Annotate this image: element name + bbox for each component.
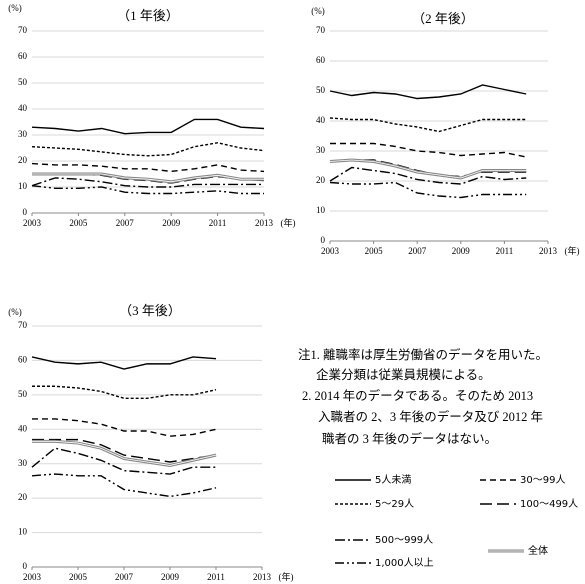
x-tick-label: 2013 — [539, 246, 558, 256]
x-tick-label: 2003 — [23, 218, 42, 228]
series-line-inner — [32, 173, 264, 183]
y-tick-label: 60 — [18, 354, 28, 364]
series-line — [31, 118, 265, 135]
x-tick-label: 2005 — [69, 218, 88, 228]
x-axis-unit: (年) — [281, 217, 296, 228]
y-tick-label: 40 — [18, 103, 28, 113]
x-tick-label: 2003 — [321, 246, 340, 256]
x-tick-label: 2007 — [115, 572, 134, 582]
series-line — [32, 439, 217, 467]
series-line — [31, 185, 264, 195]
y-tick-label: 60 — [18, 51, 28, 61]
x-axis-unit: (年) — [279, 571, 294, 582]
y-tick-label: 10 — [316, 205, 326, 215]
series-line-inner — [329, 159, 527, 179]
y-tick-label: 30 — [18, 458, 28, 468]
y-tick-label: 50 — [18, 389, 28, 399]
series-line — [329, 166, 527, 185]
y-axis-unit: (%) — [8, 3, 22, 13]
x-tick-label: 2011 — [209, 218, 227, 228]
y-tick-label: 20 — [316, 175, 326, 185]
y-tick-label: 20 — [18, 155, 28, 165]
series-line — [31, 447, 216, 475]
note: 入職者の 2、3 年後のデータ及び 2012 年 — [318, 409, 543, 424]
series-line — [329, 84, 527, 100]
x-tick-label: 2009 — [161, 572, 180, 582]
x-tick-label: 2005 — [365, 246, 384, 256]
y-tick-label: 10 — [18, 527, 28, 537]
note: 企業分類は従業員規模による。 — [316, 367, 491, 382]
x-tick-label: 2009 — [452, 246, 471, 256]
y-axis-unit: (%) — [311, 6, 325, 16]
note: 注1. 離職率は厚生労働省のデータを用いた。 — [298, 347, 548, 362]
x-tick-label: 2011 — [207, 572, 225, 582]
legend-label: 5～29人 — [375, 498, 414, 510]
x-tick-label: 2007 — [116, 218, 135, 228]
chart-title: （3 年後） — [119, 303, 181, 318]
chart-title: （2 年後） — [412, 11, 474, 26]
y-tick-label: 0 — [23, 207, 28, 217]
note: 職者の 3 年後のデータはない。 — [322, 431, 497, 446]
series-line — [31, 356, 217, 370]
x-tick-label: 2009 — [162, 218, 181, 228]
series-line — [31, 177, 264, 188]
y-tick-label: 70 — [18, 25, 28, 35]
y-tick-label: 50 — [18, 77, 28, 87]
chart-title: （1 年後） — [117, 8, 179, 23]
series-line — [330, 142, 527, 158]
y-tick-label: 10 — [18, 181, 28, 191]
y-tick-label: 70 — [18, 320, 28, 330]
legend-label: 5人未満 — [375, 474, 411, 486]
x-tick-label: 2007 — [408, 246, 427, 256]
series-line-inner — [32, 440, 217, 466]
series-line — [32, 438, 217, 463]
note: 2. 2014 年のデータである。そのため 2013 — [302, 388, 533, 403]
series-line — [329, 117, 527, 133]
y-tick-label: 40 — [18, 423, 28, 433]
x-tick-label: 2013 — [253, 572, 272, 582]
y-tick-label: 30 — [18, 129, 28, 139]
y-axis-unit: (%) — [8, 307, 22, 317]
x-tick-label: 2011 — [496, 246, 514, 256]
y-tick-label: 70 — [316, 25, 326, 35]
legend-label: 1,000人以上 — [375, 557, 434, 569]
series-line — [31, 162, 265, 173]
y-tick-label: 60 — [316, 55, 326, 65]
series-line — [329, 158, 527, 180]
x-tick-label: 2005 — [69, 572, 88, 582]
y-tick-label: 20 — [18, 492, 28, 502]
series-line — [31, 142, 265, 157]
series-line — [329, 181, 527, 199]
y-tick-label: 0 — [321, 235, 326, 245]
x-tick-label: 2013 — [255, 218, 274, 228]
legend-label: 100～499人 — [520, 498, 578, 510]
series-line — [32, 385, 217, 399]
legend-label: 500～999人 — [375, 534, 433, 546]
series-line — [32, 418, 217, 437]
y-tick-label: 50 — [316, 85, 326, 95]
y-tick-label: 30 — [316, 145, 326, 155]
legend-label: 30～99人 — [520, 474, 565, 486]
legend-label: 全体 — [528, 544, 548, 557]
y-tick-label: 0 — [23, 561, 28, 571]
y-tick-label: 40 — [316, 115, 326, 125]
x-tick-label: 2003 — [23, 572, 42, 582]
x-axis-unit: (年) — [565, 245, 580, 256]
series-line — [31, 473, 217, 498]
